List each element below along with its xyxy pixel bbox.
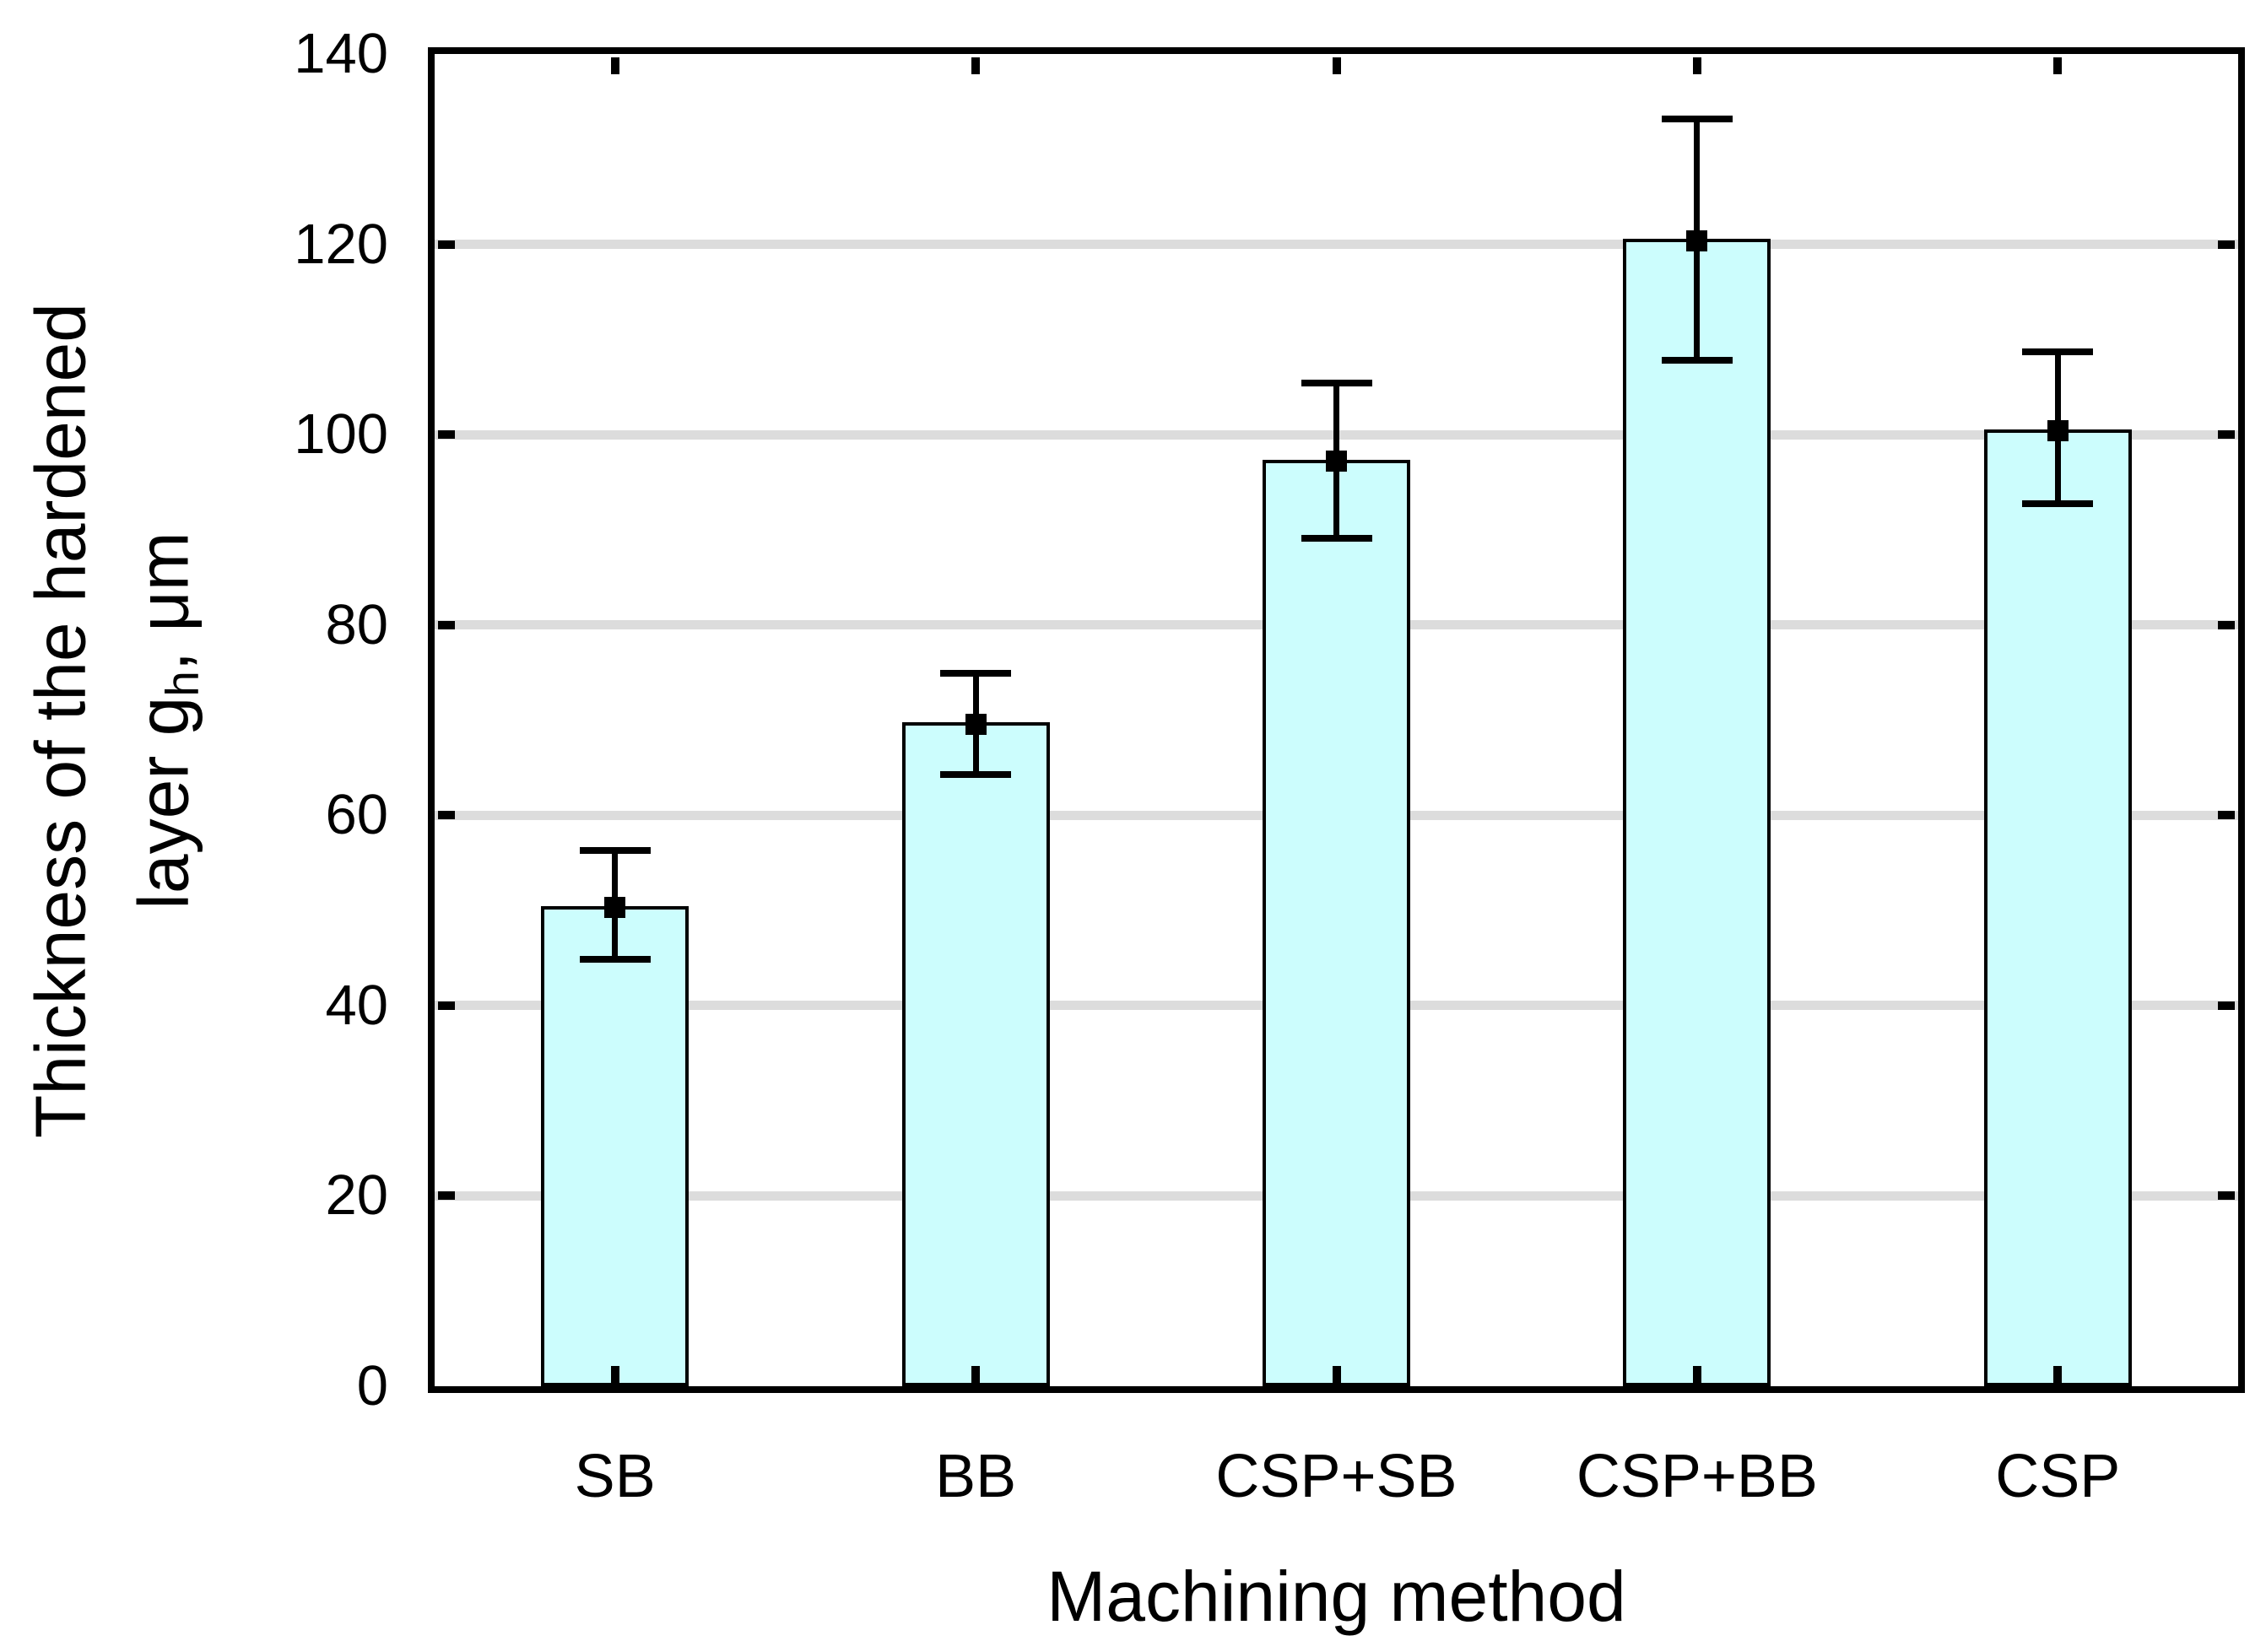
error-bar-cap-top-csp-bb	[1661, 115, 1733, 122]
error-bar-cap-top-bb	[940, 670, 1012, 678]
y-axis-title: Thickness of the hardened layer gh, μm	[8, 0, 214, 1440]
x-tick-bottom-csp	[2053, 1366, 2063, 1383]
error-bar-cap-bottom-csp-bb	[1661, 357, 1733, 364]
y-tick-right-20	[2218, 1191, 2235, 1201]
y-tick-label-140: 140	[294, 22, 388, 85]
y-tick-left-60	[438, 811, 455, 820]
y-tick-label-60: 60	[325, 783, 388, 847]
bar-csp-sb	[1263, 459, 1410, 1386]
error-bar-cap-bottom-sb	[579, 955, 651, 963]
x-tick-label-bb: BB	[935, 1443, 1017, 1510]
marker-bb	[965, 713, 987, 735]
y-tick-right-80	[2218, 620, 2235, 629]
y-tick-label-0: 0	[356, 1354, 388, 1417]
marker-csp-bb	[1686, 229, 1708, 251]
y-axis-title-line2: layer gh, μm	[111, 0, 234, 1440]
y-tick-left-20	[438, 1191, 455, 1201]
gridline-120	[435, 240, 2238, 250]
y-axis-title-line2-post: , μm	[123, 531, 203, 671]
y-tick-right-40	[2218, 1001, 2235, 1010]
x-tick-top-csp	[2053, 57, 2063, 74]
error-bar-cap-bottom-csp	[2022, 500, 2094, 508]
y-tick-right-120	[2218, 240, 2235, 249]
y-axis-title-subscript: h	[156, 670, 208, 697]
y-axis-title-line2-pre: layer g	[123, 696, 203, 910]
y-tick-left-100	[438, 430, 455, 440]
x-tick-bottom-csp-bb	[1692, 1366, 1701, 1383]
x-tick-label-csp: CSP	[1995, 1443, 2121, 1510]
y-axis-title-line1: Thickness of the hardened	[20, 302, 100, 1138]
marker-csp	[2047, 420, 2069, 442]
marker-csp-sb	[1326, 451, 1347, 472]
error-bar-cap-bottom-csp-sb	[1301, 535, 1372, 543]
bar-sb	[541, 905, 690, 1386]
y-tick-right-60	[2218, 811, 2235, 820]
x-tick-label-sb: SB	[574, 1443, 656, 1510]
bar-bb	[901, 722, 1050, 1386]
bar-csp	[1983, 429, 2132, 1386]
y-tick-left-120	[438, 240, 455, 249]
y-tick-left-80	[438, 620, 455, 629]
x-tick-top-csp-bb	[1692, 57, 1701, 74]
y-tick-left-40	[438, 1001, 455, 1010]
error-bar-cap-bottom-bb	[940, 770, 1012, 778]
y-tick-right-100	[2218, 430, 2235, 440]
x-tick-top-bb	[971, 57, 981, 74]
y-tick-label-20: 20	[325, 1163, 388, 1228]
y-tick-label-120: 120	[294, 212, 388, 276]
x-tick-bottom-bb	[971, 1366, 981, 1383]
y-tick-label-40: 40	[325, 973, 388, 1037]
x-tick-label-csp-sb: CSP+SB	[1215, 1443, 1457, 1510]
bar-csp-bb	[1623, 239, 1771, 1386]
error-bar-cap-top-sb	[579, 847, 651, 855]
x-tick-top-sb	[610, 57, 619, 74]
x-tick-label-csp-bb: CSP+BB	[1576, 1443, 1818, 1510]
x-tick-bottom-csp-sb	[1332, 1366, 1341, 1383]
error-bar-cap-top-csp	[2022, 348, 2094, 356]
x-axis-title: Machining method	[1046, 1557, 1626, 1636]
x-tick-bottom-sb	[610, 1366, 619, 1383]
y-tick-label-80: 80	[325, 592, 388, 656]
marker-sb	[604, 897, 626, 919]
y-tick-label-100: 100	[294, 402, 388, 467]
error-bar-cap-top-csp-sb	[1301, 380, 1372, 387]
x-tick-top-csp-sb	[1332, 57, 1341, 74]
